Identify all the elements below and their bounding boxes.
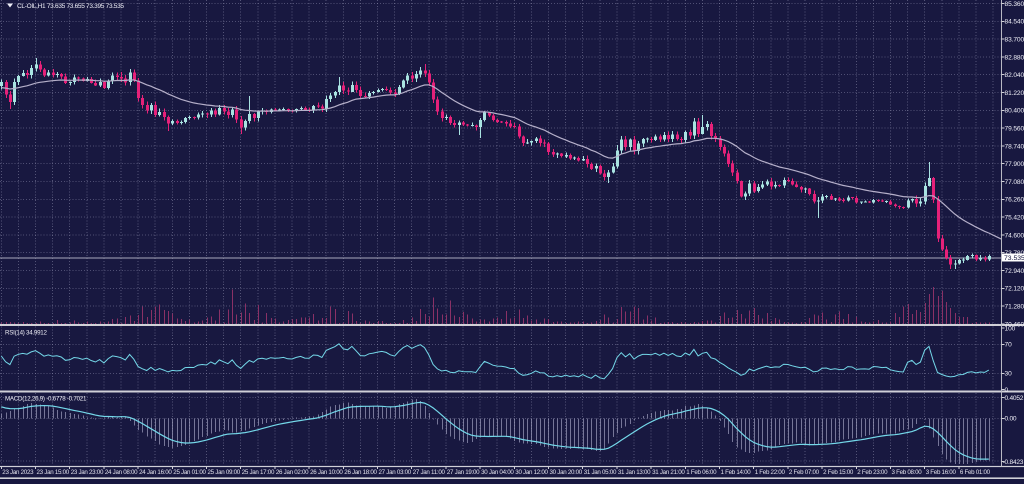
svg-text:31 Jan 13:00: 31 Jan 13:00 bbox=[618, 469, 651, 476]
svg-text:72.940: 72.940 bbox=[1005, 268, 1024, 275]
svg-text:25 Jan 17:00: 25 Jan 17:00 bbox=[242, 469, 275, 476]
svg-text:85.360: 85.360 bbox=[1005, 1, 1024, 8]
svg-text:2 Feb 15:00: 2 Feb 15:00 bbox=[823, 469, 854, 476]
svg-text:75.420: 75.420 bbox=[1005, 215, 1024, 222]
svg-text:80.400: 80.400 bbox=[1005, 108, 1024, 115]
svg-text:3 Feb 08:00: 3 Feb 08:00 bbox=[892, 469, 923, 476]
svg-text:2 Feb 23:00: 2 Feb 23:00 bbox=[857, 469, 888, 476]
svg-text:23 Jan 2023: 23 Jan 2023 bbox=[2, 469, 34, 476]
svg-text:82.880: 82.880 bbox=[1005, 54, 1024, 61]
svg-text:100: 100 bbox=[1005, 325, 1016, 332]
svg-text:6 Feb 01:00: 6 Feb 01:00 bbox=[960, 469, 991, 476]
svg-text:2 Feb 07:00: 2 Feb 07:00 bbox=[789, 469, 820, 476]
svg-text:CL-OIL,H1 73.635 73.655 73.395: CL-OIL,H1 73.635 73.655 73.395 73.535 bbox=[17, 3, 124, 10]
svg-text:82.040: 82.040 bbox=[1005, 72, 1024, 79]
svg-text:81.220: 81.220 bbox=[1005, 90, 1024, 97]
svg-text:83.700: 83.700 bbox=[1005, 37, 1024, 44]
svg-text:78.740: 78.740 bbox=[1005, 143, 1024, 150]
svg-text:27 Jan 03:00: 27 Jan 03:00 bbox=[379, 469, 412, 476]
svg-text:77.080: 77.080 bbox=[1005, 179, 1024, 186]
svg-text:-0.8423: -0.8423 bbox=[1003, 459, 1024, 466]
svg-text:30: 30 bbox=[1005, 371, 1013, 378]
svg-text:71.280: 71.280 bbox=[1005, 304, 1024, 311]
svg-text:1 Feb 22:00: 1 Feb 22:00 bbox=[755, 469, 786, 476]
svg-text:77.900: 77.900 bbox=[1005, 161, 1024, 168]
svg-text:3 Feb 16:00: 3 Feb 16:00 bbox=[926, 469, 957, 476]
svg-text:27 Jan 11:00: 27 Jan 11:00 bbox=[413, 469, 446, 476]
svg-text:26 Jan 10:00: 26 Jan 10:00 bbox=[310, 469, 343, 476]
svg-text:31 Jan 05:00: 31 Jan 05:00 bbox=[584, 469, 617, 476]
svg-text:73.535: 73.535 bbox=[1004, 255, 1024, 262]
svg-text:24 Jan 16:00: 24 Jan 16:00 bbox=[139, 469, 172, 476]
svg-text:79.560: 79.560 bbox=[1005, 126, 1024, 133]
svg-text:MACD(12,26,9) -0.6778 -0.7021: MACD(12,26,9) -0.6778 -0.7021 bbox=[5, 396, 87, 403]
svg-text:31 Jan 21:00: 31 Jan 21:00 bbox=[652, 469, 685, 476]
svg-text:25 Jan 09:00: 25 Jan 09:00 bbox=[208, 469, 241, 476]
svg-text:0.00: 0.00 bbox=[1005, 416, 1017, 423]
svg-text:23 Jan 15:00: 23 Jan 15:00 bbox=[37, 469, 70, 476]
svg-text:27 Jan 19:00: 27 Jan 19:00 bbox=[447, 469, 480, 476]
svg-text:30 Jan 20:00: 30 Jan 20:00 bbox=[550, 469, 583, 476]
svg-text:74.600: 74.600 bbox=[1005, 232, 1024, 239]
svg-text:26 Jan 18:00: 26 Jan 18:00 bbox=[344, 469, 377, 476]
svg-text:26 Jan 02:00: 26 Jan 02:00 bbox=[276, 469, 309, 476]
svg-text:84.540: 84.540 bbox=[1005, 19, 1024, 26]
svg-text:30 Jan 04:00: 30 Jan 04:00 bbox=[481, 469, 514, 476]
svg-text:24 Jan 08:00: 24 Jan 08:00 bbox=[105, 469, 138, 476]
svg-text:1 Feb 06:00: 1 Feb 06:00 bbox=[686, 469, 717, 476]
svg-text:1 Feb 14:00: 1 Feb 14:00 bbox=[721, 469, 752, 476]
svg-text:0: 0 bbox=[1005, 387, 1009, 394]
svg-text:0.4052: 0.4052 bbox=[1005, 395, 1024, 402]
svg-text:30 Jan 12:00: 30 Jan 12:00 bbox=[515, 469, 548, 476]
svg-text:RSI(14) 34.9912: RSI(14) 34.9912 bbox=[5, 330, 47, 337]
svg-text:72.120: 72.120 bbox=[1005, 286, 1024, 293]
svg-text:23 Jan 23:00: 23 Jan 23:00 bbox=[71, 469, 104, 476]
svg-text:25 Jan 01:00: 25 Jan 01:00 bbox=[173, 469, 206, 476]
svg-text:70: 70 bbox=[1005, 342, 1013, 349]
svg-text:76.260: 76.260 bbox=[1005, 197, 1024, 204]
